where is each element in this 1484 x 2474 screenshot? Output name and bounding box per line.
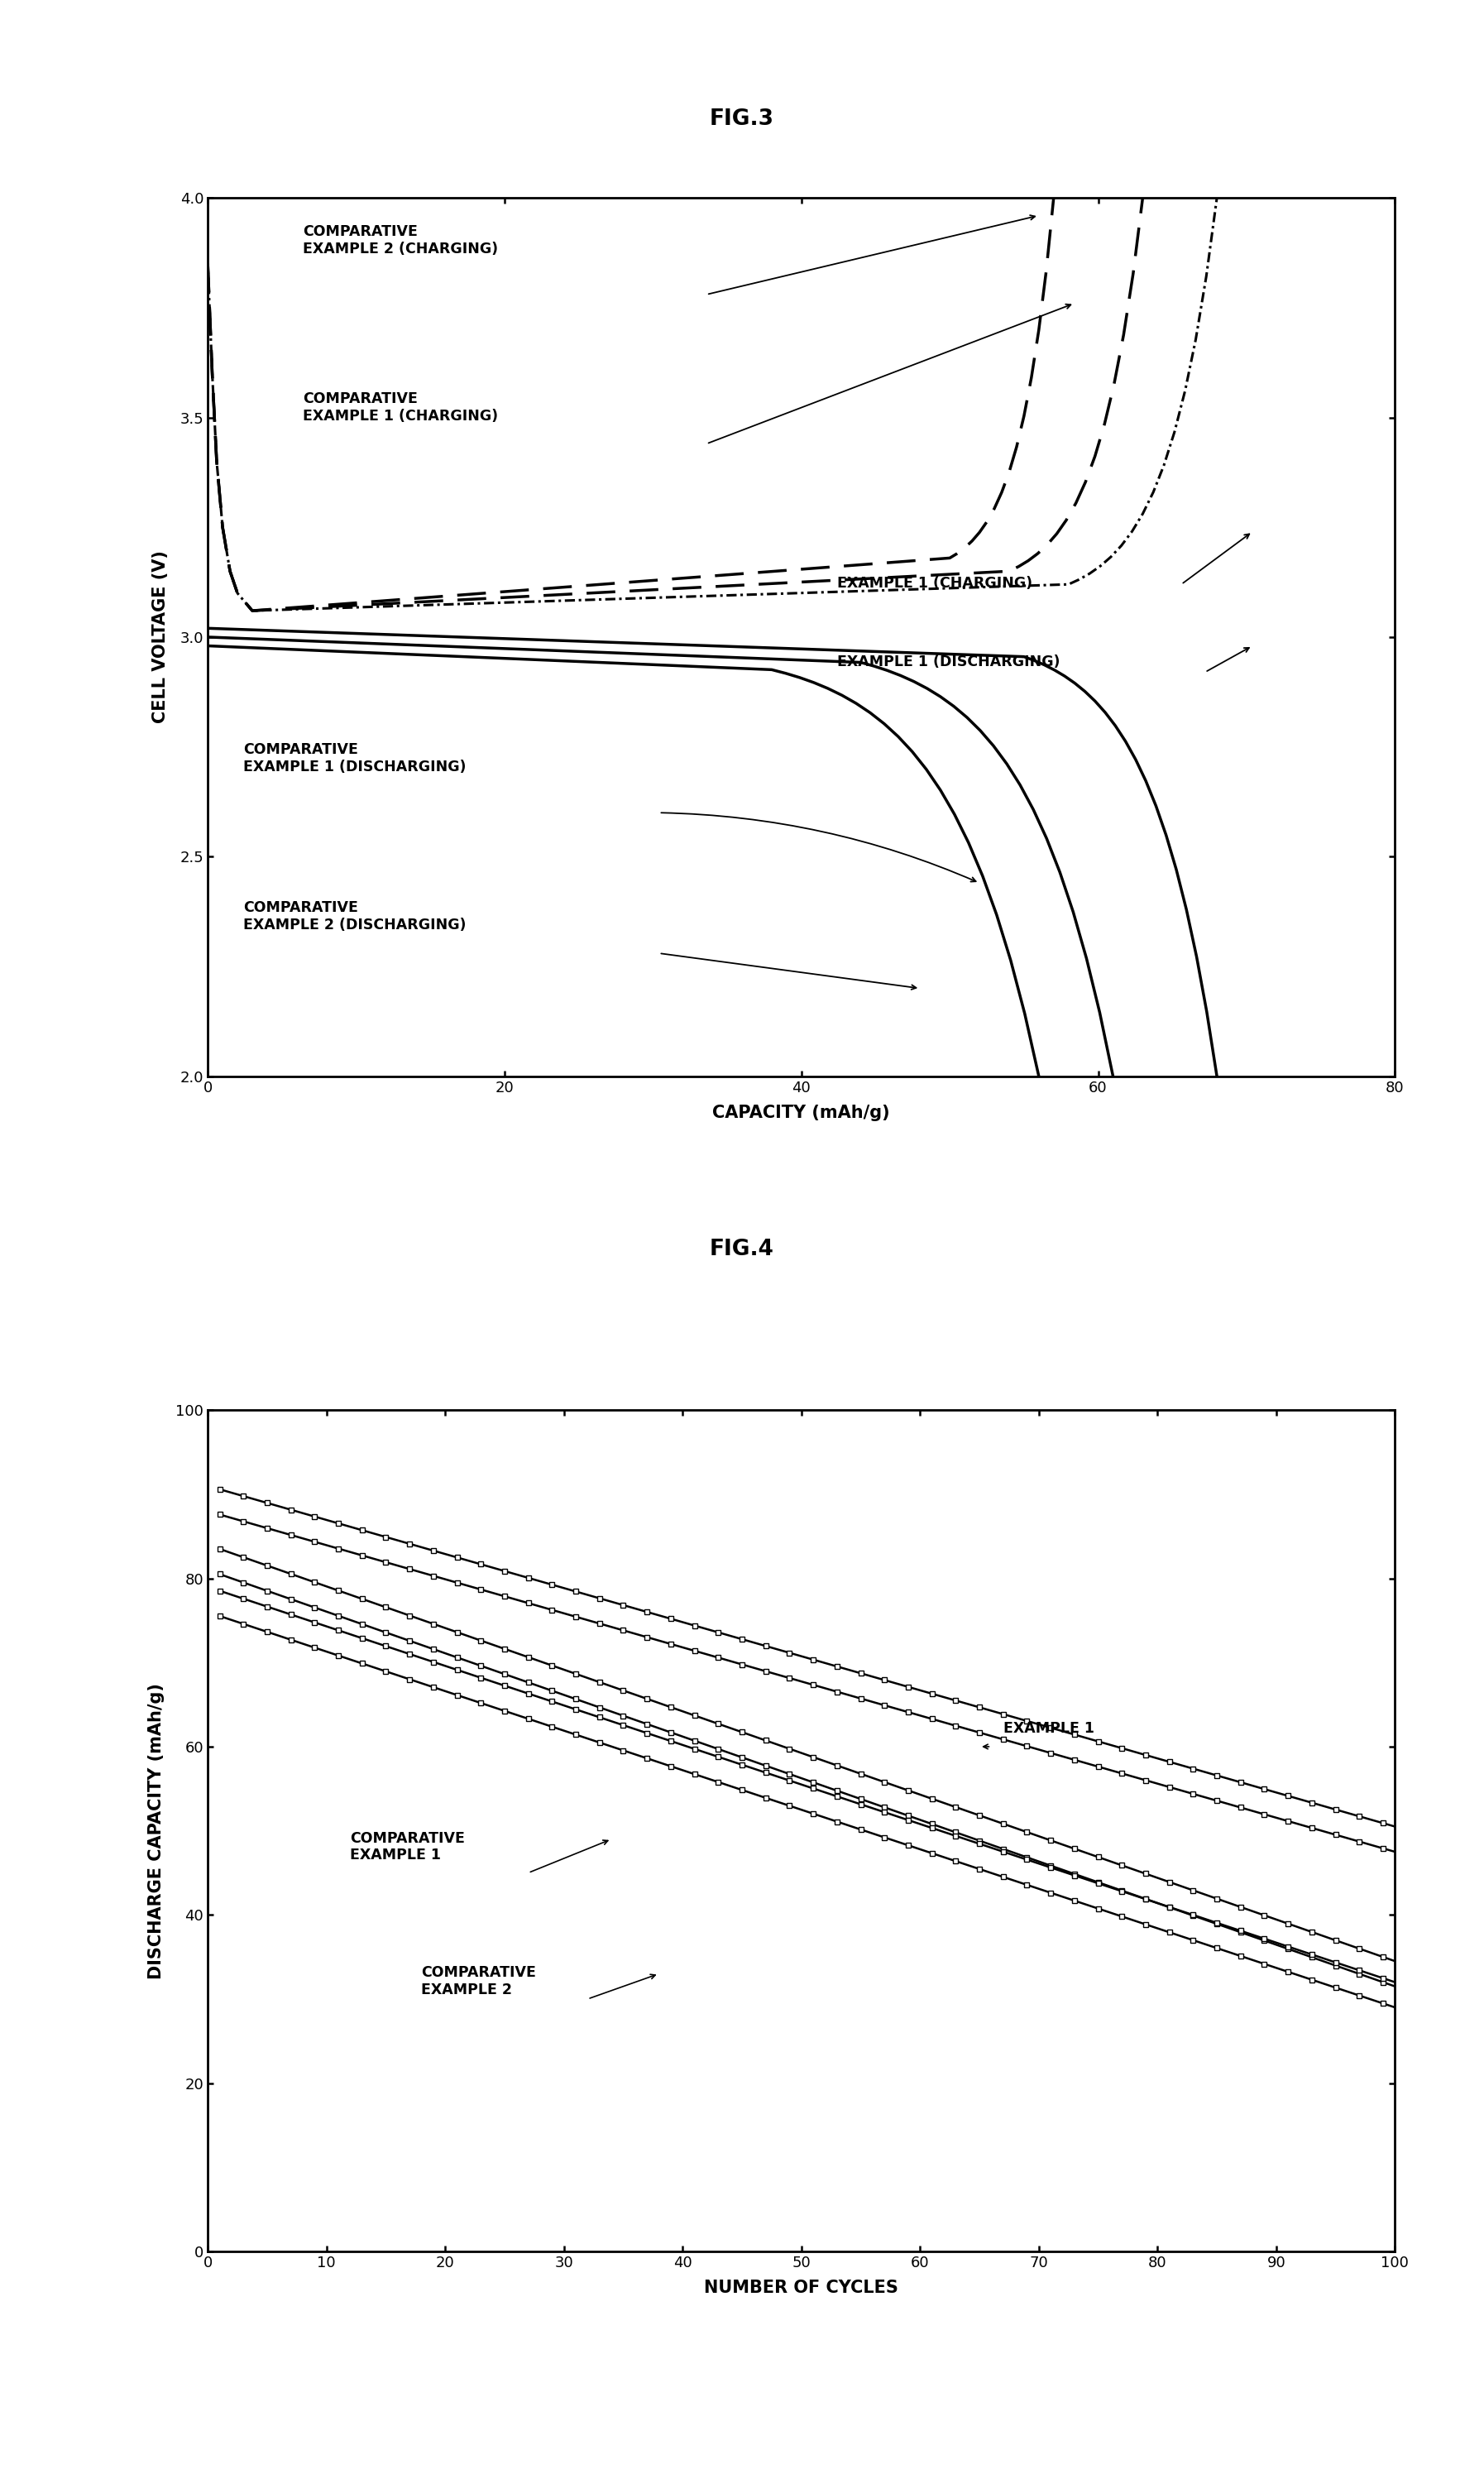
X-axis label: NUMBER OF CYCLES: NUMBER OF CYCLES [705, 2279, 898, 2296]
Y-axis label: CELL VOLTAGE (V): CELL VOLTAGE (V) [151, 552, 169, 722]
Text: EXAMPLE 1 (CHARGING): EXAMPLE 1 (CHARGING) [837, 576, 1033, 591]
Text: COMPARATIVE
EXAMPLE 1 (DISCHARGING): COMPARATIVE EXAMPLE 1 (DISCHARGING) [243, 742, 466, 774]
Text: FIG.3: FIG.3 [709, 109, 775, 129]
Text: COMPARATIVE
EXAMPLE 2 (DISCHARGING): COMPARATIVE EXAMPLE 2 (DISCHARGING) [243, 901, 466, 933]
Text: COMPARATIVE
EXAMPLE 1: COMPARATIVE EXAMPLE 1 [350, 1831, 464, 1863]
Text: COMPARATIVE
EXAMPLE 1 (CHARGING): COMPARATIVE EXAMPLE 1 (CHARGING) [303, 391, 499, 423]
Text: COMPARATIVE
EXAMPLE 2: COMPARATIVE EXAMPLE 2 [421, 1964, 536, 1997]
X-axis label: CAPACITY (mAh/g): CAPACITY (mAh/g) [712, 1103, 890, 1121]
Y-axis label: DISCHARGE CAPACITY (mAh/g): DISCHARGE CAPACITY (mAh/g) [148, 1682, 165, 1979]
Text: FIG.4: FIG.4 [709, 1239, 775, 1259]
Text: EXAMPLE 1 (DISCHARGING): EXAMPLE 1 (DISCHARGING) [837, 656, 1060, 670]
Text: EXAMPLE 1: EXAMPLE 1 [1003, 1722, 1094, 1737]
Text: COMPARATIVE
EXAMPLE 2 (CHARGING): COMPARATIVE EXAMPLE 2 (CHARGING) [303, 225, 499, 257]
